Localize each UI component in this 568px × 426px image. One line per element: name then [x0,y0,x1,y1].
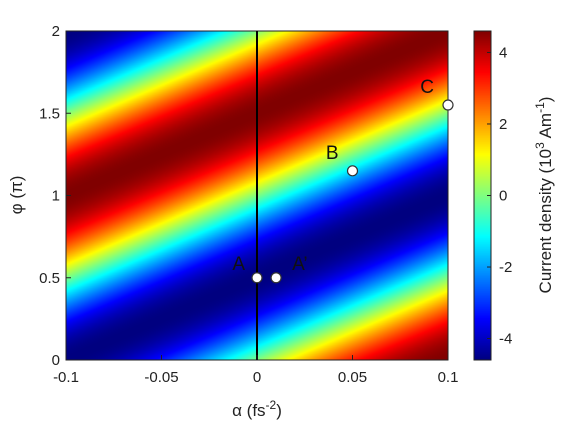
x-tick-label: -0.05 [144,369,178,386]
point-label: A [232,254,245,275]
x-tick-label: 0.05 [338,369,367,386]
marker-point [251,272,263,284]
y-axis: 0 0.5 1 1.5 2 [39,23,71,369]
marker-point [442,99,454,111]
point-label: A’ [292,254,307,275]
marker-point [346,165,359,177]
y-tick-label: 1 [52,188,60,205]
x-axis-label-sup: -2 [266,398,277,412]
y-tick-label: 0.5 [39,270,60,287]
colorbar-tick-label: 2 [499,116,507,133]
marker-point [270,272,282,284]
colorbar: -4 -2 0 2 4 [473,30,512,361]
colorbar-tick-label: 0 [499,188,507,205]
colorbar-label: Current density (103 Am-1) [533,97,555,294]
x-tick-label: -0.1 [53,369,79,386]
colorbar-label-sup2: -1 [533,102,547,113]
x-axis-label: α (fs-2) [232,398,282,420]
y-tick-label: 2 [52,23,60,40]
x-tick-label: 0.1 [438,369,459,386]
colorbar-tick-label: -2 [499,259,512,276]
overlay-layer: A A’ B C [232,31,454,360]
y-tick-label: 0 [52,352,60,369]
x-tick-label: 0 [253,369,261,386]
point-label: C [420,77,434,98]
x-axis: -0.1 -0.05 0 0.05 0.1 [53,355,458,386]
colorbar-tick-label: -4 [499,331,512,348]
colorbar-gradient [474,31,491,360]
y-tick-label: 1.5 [39,105,60,122]
point-label: B [326,143,339,164]
colorbar-ticks: -4 -2 0 2 4 [487,44,512,348]
x-axis-label-tail: ) [276,401,282,420]
y-axis-label: φ (π) [7,176,26,215]
colorbar-label-sup1: 3 [533,142,547,149]
colorbar-tick-label: 4 [499,44,507,61]
colorbar-label-pre: Current density (10 [536,149,555,294]
x-axis-label-main: α (fs [232,401,265,420]
colorbar-label-mid: Am [536,113,555,142]
colorbar-label-post: ) [536,97,555,103]
